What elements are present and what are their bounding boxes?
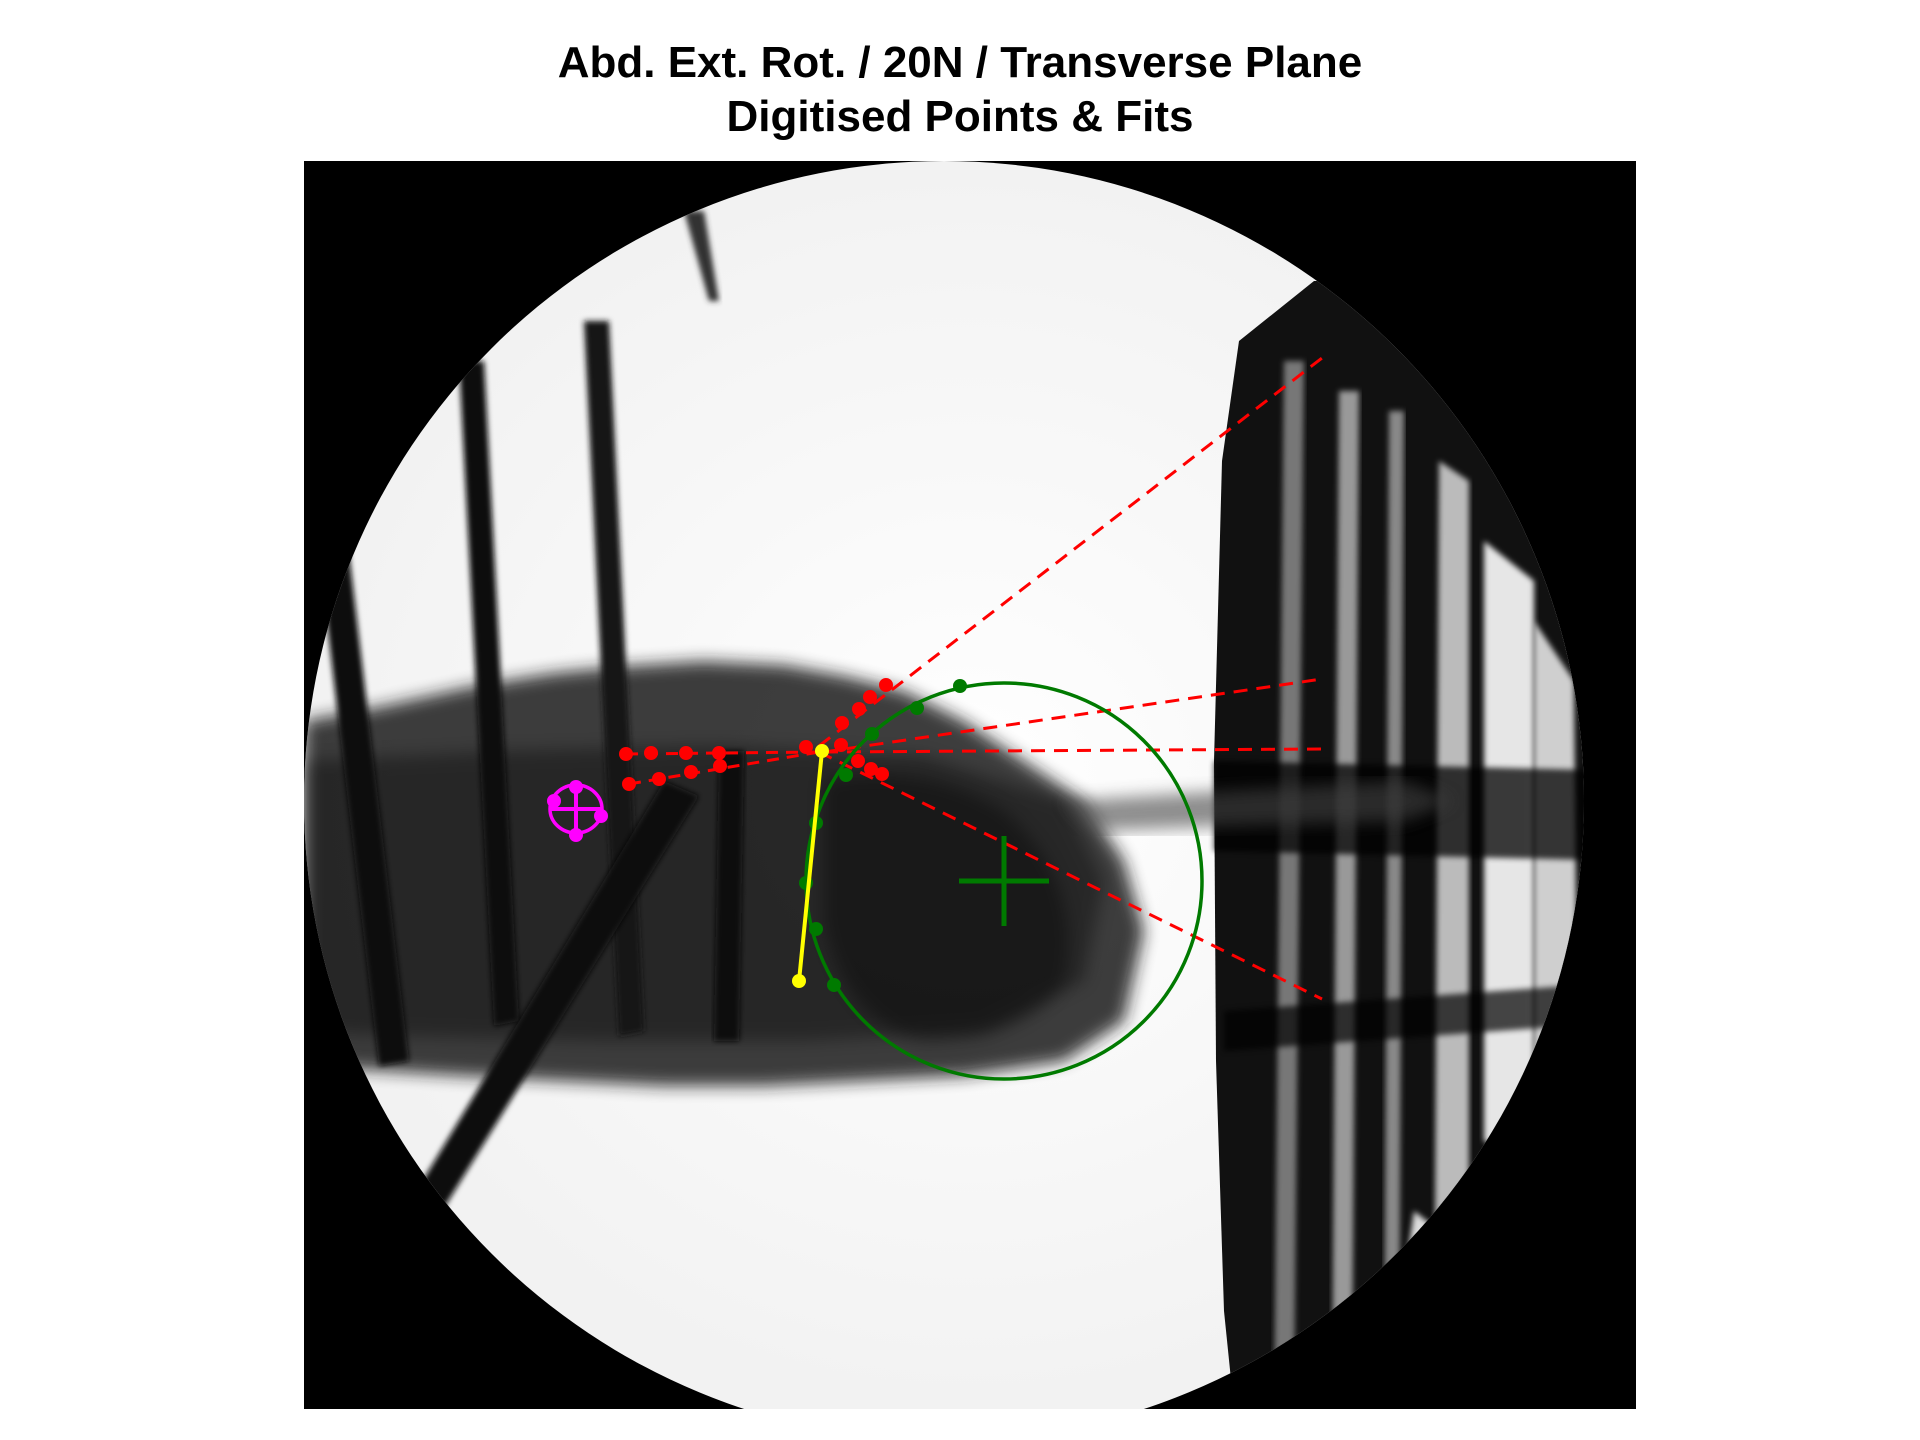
green-point bbox=[865, 727, 879, 741]
red-point bbox=[712, 746, 726, 760]
xray-panel bbox=[304, 161, 1636, 1409]
red-ray-4 bbox=[818, 750, 1323, 1001]
red-point bbox=[852, 702, 866, 716]
red-point bbox=[875, 767, 889, 781]
red-point bbox=[652, 772, 666, 786]
fit-overlays bbox=[547, 356, 1323, 1081]
title-line-2: Digitised Points & Fits bbox=[726, 92, 1194, 141]
rod-1 bbox=[314, 511, 409, 1066]
red-point bbox=[713, 759, 727, 773]
red-point bbox=[863, 690, 877, 704]
red-ray-3 bbox=[823, 747, 1323, 754]
xray-field bbox=[304, 161, 1584, 1409]
red-point bbox=[644, 746, 658, 760]
red-point bbox=[619, 747, 633, 761]
red-point bbox=[835, 716, 849, 730]
figure-title: Abd. Ext. Rot. / 20N / Transverse Plane … bbox=[0, 36, 1920, 144]
title-line-1: Abd. Ext. Rot. / 20N / Transverse Plane bbox=[557, 38, 1363, 87]
tendon-shadow bbox=[1064, 781, 1454, 831]
magenta-marker bbox=[547, 780, 608, 842]
red-point bbox=[879, 678, 893, 692]
plate bbox=[714, 751, 744, 1041]
humeral-head-shadow bbox=[824, 775, 1068, 1041]
red-point bbox=[851, 754, 865, 768]
green-point bbox=[953, 679, 967, 693]
red-point bbox=[864, 762, 878, 776]
red-ray-2 bbox=[823, 677, 1323, 754]
red-point bbox=[679, 746, 693, 760]
red-point bbox=[622, 777, 636, 791]
green-point bbox=[809, 922, 823, 936]
green-point bbox=[839, 768, 853, 782]
yellow-segment bbox=[797, 750, 824, 982]
yellow-point bbox=[815, 744, 829, 758]
green-point bbox=[910, 701, 924, 715]
pin-top bbox=[684, 211, 719, 301]
red-point bbox=[834, 738, 848, 752]
red-ray-1 bbox=[818, 356, 1323, 748]
red-points bbox=[619, 678, 893, 791]
yellow-point bbox=[792, 974, 806, 988]
green-point bbox=[827, 978, 841, 992]
red-point bbox=[799, 740, 813, 754]
xray-image bbox=[304, 161, 1636, 1409]
rod-2 bbox=[459, 361, 519, 1026]
red-point bbox=[684, 765, 698, 779]
